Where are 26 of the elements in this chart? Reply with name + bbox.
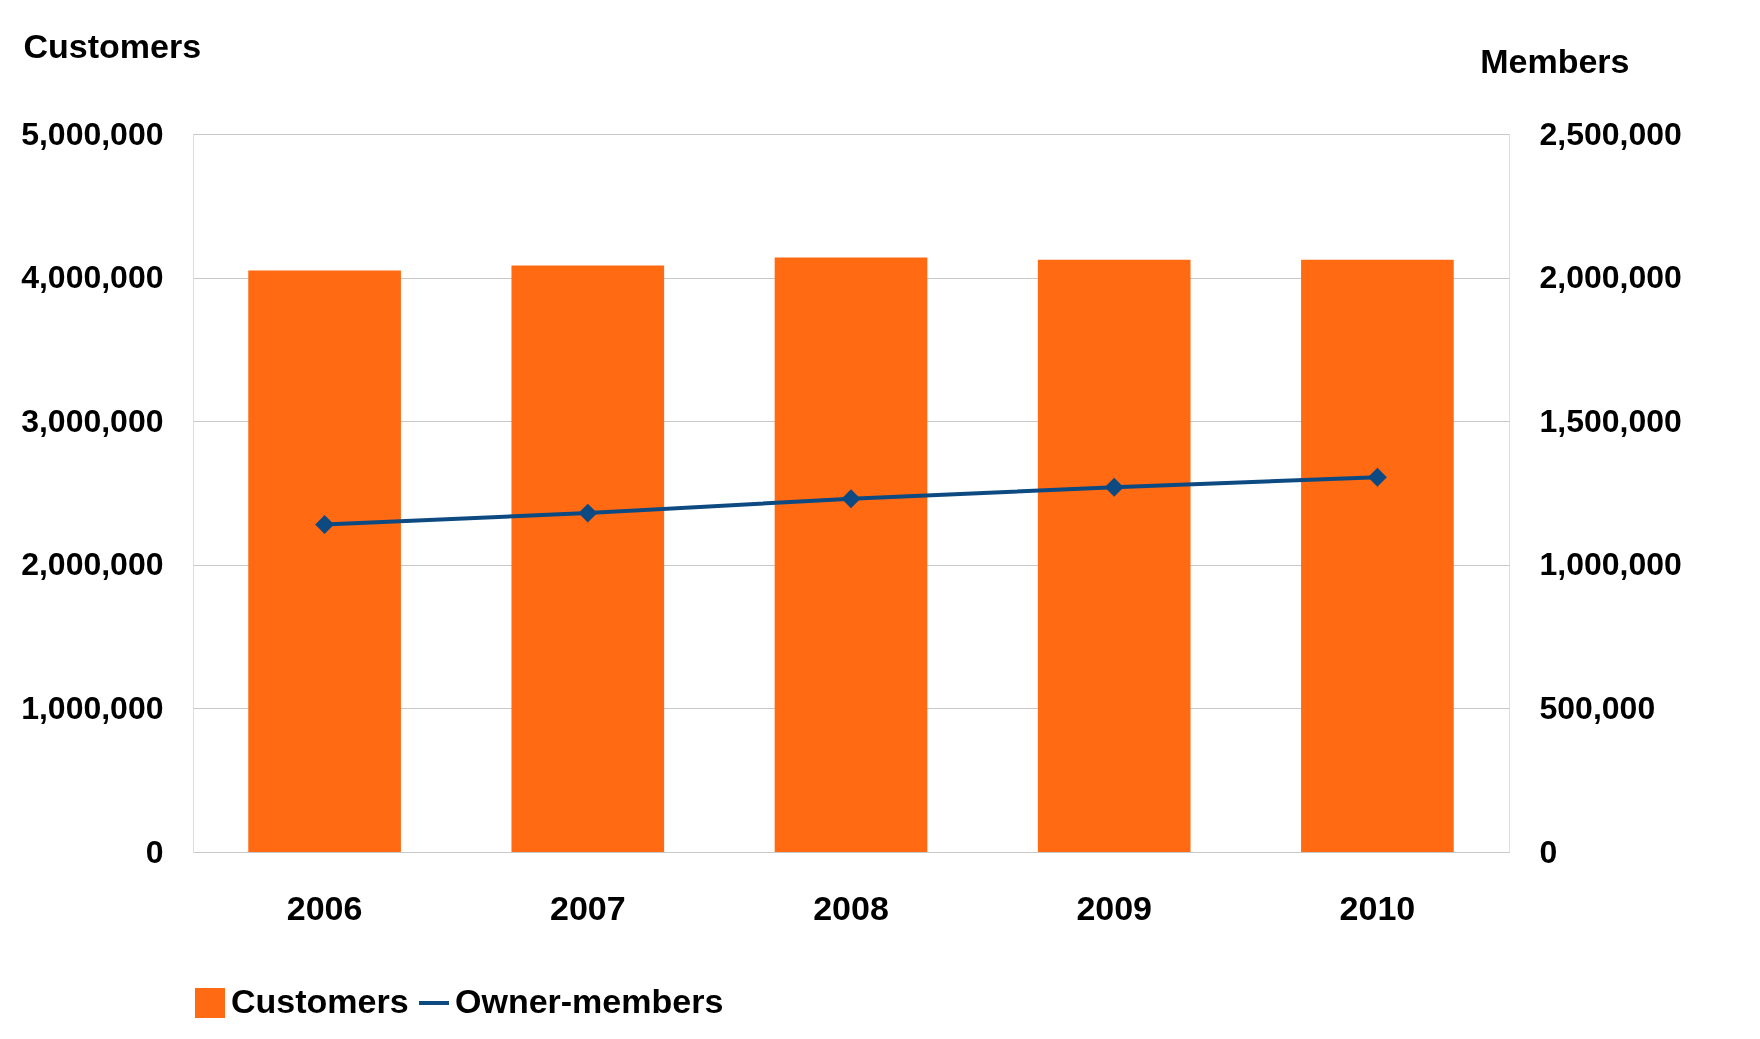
legend-label: Owner-members <box>455 982 724 1020</box>
x-tick-label: 2010 <box>1339 888 1416 927</box>
y-tick-label: 0 <box>145 833 164 870</box>
x-tick-label: 2008 <box>813 888 889 927</box>
y-tick-label: 2,000,000 <box>21 546 164 583</box>
y-tick-label: 5,000,000 <box>21 115 164 152</box>
point <box>315 515 334 534</box>
legend-label: Customers <box>231 982 409 1020</box>
y2-tick-label: 1,500,000 <box>1539 402 1682 439</box>
y-tick-label: 1,000,000 <box>21 689 164 726</box>
point <box>1368 468 1387 487</box>
x-tick-label: 2006 <box>286 888 363 927</box>
x-tick-label: 2007 <box>549 888 626 927</box>
point <box>1105 478 1124 497</box>
y2-tick-label: 2,500,000 <box>1539 115 1682 152</box>
x-tick-label: 2009 <box>1076 888 1153 927</box>
y2-tick-label: 0 <box>1539 833 1558 870</box>
y2-tick-label: 500,000 <box>1539 689 1656 726</box>
point <box>578 504 597 523</box>
y2-tick-label: 2,000,000 <box>1539 259 1682 296</box>
point <box>841 489 861 508</box>
y-tick-label: 4,000,000 <box>21 259 164 296</box>
y-tick-label: 3,000,000 <box>21 402 164 439</box>
y-axis-title: Customers <box>23 26 202 65</box>
y2-axis-title: Members <box>1480 41 1630 80</box>
y2-tick-label: 1,000,000 <box>1539 546 1682 583</box>
